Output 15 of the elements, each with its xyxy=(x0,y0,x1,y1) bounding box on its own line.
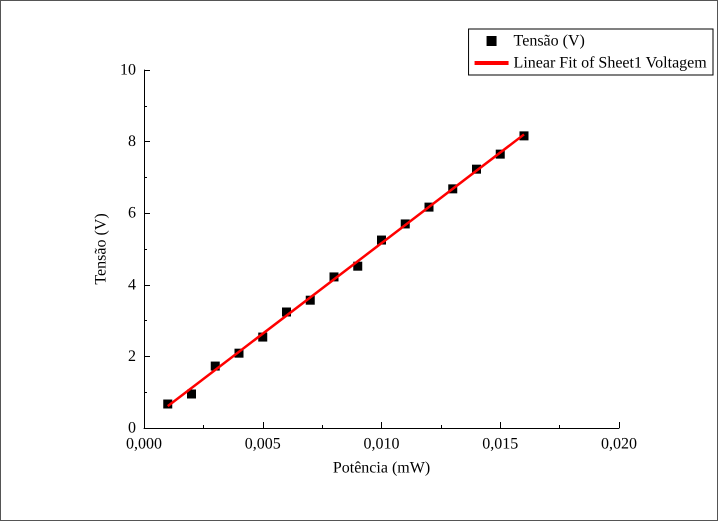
y-tick-label: 0 xyxy=(128,420,136,436)
x-axis-title: Potência (mW) xyxy=(332,460,430,476)
y-tick-label: 6 xyxy=(128,204,136,222)
x-tick-label: 0,015 xyxy=(482,436,518,452)
x-tick-label: 0,010 xyxy=(364,436,400,452)
y-tick-label: 2 xyxy=(128,348,136,365)
x-tick-label: 0,005 xyxy=(244,436,281,452)
x-tick-label: 0,000 xyxy=(126,436,162,452)
y-axis-title: Tensão (V) xyxy=(92,213,110,285)
y-tick-label: 8 xyxy=(128,133,136,150)
legend-label: Linear Fit of Sheet1 Voltagem xyxy=(514,54,708,72)
legend-label: Tensão (V) xyxy=(514,32,585,50)
y-tick-label: 10 xyxy=(120,62,136,78)
x-tick-label: 0,020 xyxy=(601,436,637,452)
y-tick-label: 4 xyxy=(128,276,136,294)
